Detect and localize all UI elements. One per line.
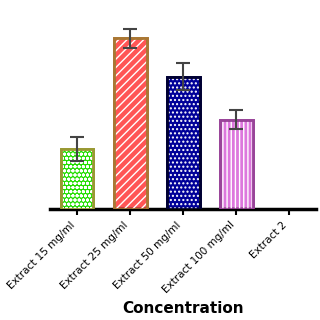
X-axis label: Concentration: Concentration bbox=[122, 301, 244, 316]
Bar bbox=[114, 38, 147, 209]
Bar bbox=[60, 149, 93, 209]
Bar bbox=[220, 120, 253, 209]
Bar bbox=[60, 149, 93, 209]
Bar bbox=[60, 149, 93, 209]
Bar bbox=[220, 120, 253, 209]
Bar bbox=[167, 77, 200, 209]
Bar bbox=[114, 38, 147, 209]
Bar bbox=[167, 77, 200, 209]
Bar bbox=[167, 77, 200, 209]
Bar bbox=[114, 38, 147, 209]
Bar bbox=[220, 120, 253, 209]
